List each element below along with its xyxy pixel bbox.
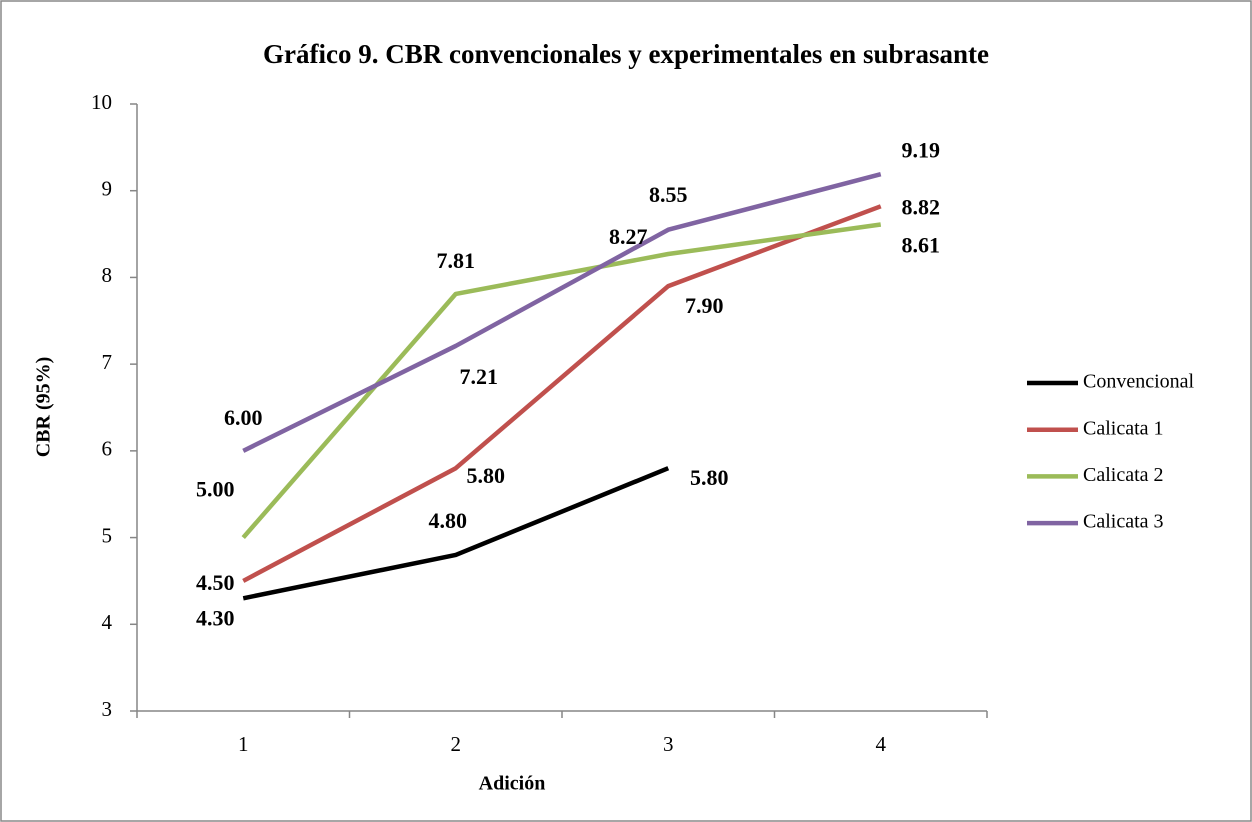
data-label: 5.80 xyxy=(467,463,506,488)
x-axis-title: Adición xyxy=(479,773,546,795)
y-tick-label: 7 xyxy=(102,350,113,374)
legend-label: Calicata 1 xyxy=(1083,417,1164,439)
x-tick-label: 3 xyxy=(663,732,674,756)
chart-title: Gráfico 9. CBR convencionales y experime… xyxy=(263,39,989,69)
y-tick-label: 4 xyxy=(102,610,113,634)
y-tick-label: 6 xyxy=(102,437,113,461)
data-label: 4.80 xyxy=(429,508,468,533)
y-tick-label: 3 xyxy=(102,697,113,721)
data-label: 8.82 xyxy=(902,194,941,219)
data-label: 9.19 xyxy=(902,137,941,162)
legend-label: Calicata 2 xyxy=(1083,464,1164,486)
data-label: 4.30 xyxy=(196,605,235,630)
x-tick-label: 2 xyxy=(451,732,462,756)
data-label: 5.80 xyxy=(690,465,729,490)
y-axis-title: CBR (95%) xyxy=(33,357,55,458)
series-line xyxy=(241,222,882,540)
data-label: 8.27 xyxy=(609,224,648,249)
data-label: 8.61 xyxy=(902,233,941,258)
legend-label: Convencional xyxy=(1083,371,1195,393)
series-line xyxy=(242,172,882,453)
series-line xyxy=(242,204,882,583)
y-tick-label: 5 xyxy=(102,523,113,547)
y-tick-label: 9 xyxy=(102,177,113,201)
data-label: 8.55 xyxy=(649,182,688,207)
y-tick-label: 8 xyxy=(102,263,113,287)
legend-label: Calicata 3 xyxy=(1083,511,1164,533)
data-label: 7.81 xyxy=(437,248,476,273)
data-label: 5.00 xyxy=(196,477,235,502)
data-label: 7.21 xyxy=(460,364,499,389)
data-label: 6.00 xyxy=(224,405,263,430)
y-tick-label: 10 xyxy=(91,90,112,114)
data-label: 7.90 xyxy=(685,293,724,318)
data-label: 4.50 xyxy=(196,570,235,595)
x-tick-label: 4 xyxy=(876,732,887,756)
series-line xyxy=(242,466,670,601)
x-tick-label: 1 xyxy=(238,732,249,756)
